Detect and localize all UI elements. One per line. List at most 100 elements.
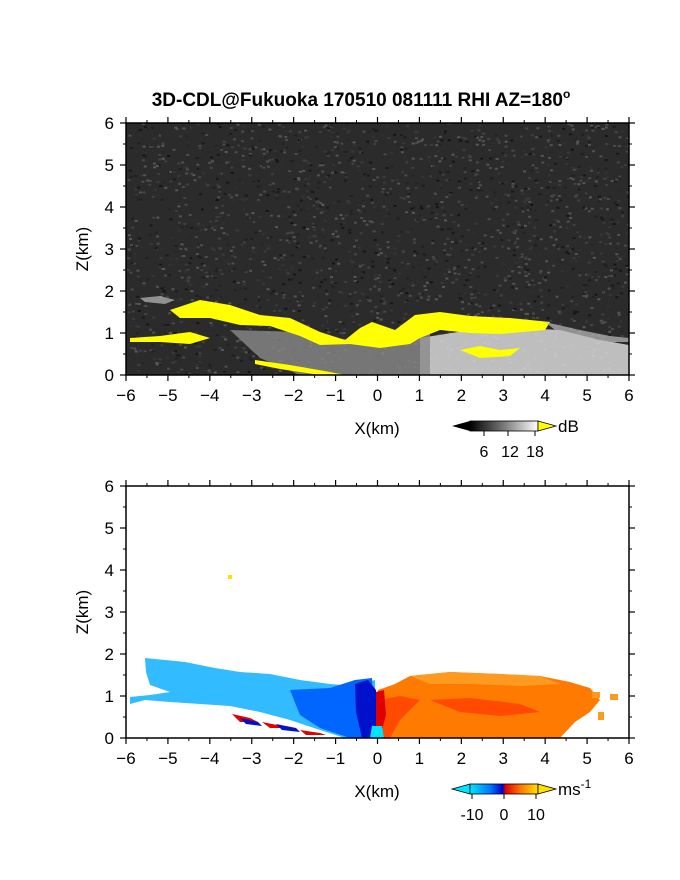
noise-speck: [284, 314, 288, 317]
noise-speck: [242, 165, 246, 168]
noise-speck: [351, 162, 355, 165]
noise-speck: [473, 290, 477, 293]
noise-speck: [233, 256, 237, 259]
noise-speck: [601, 128, 605, 130]
noise-speck: [374, 140, 378, 143]
noise-speck: [467, 229, 470, 231]
noise-speck: [240, 243, 244, 246]
noise-speck: [448, 254, 452, 257]
noise-speck: [501, 160, 505, 163]
noise-speck: [552, 230, 556, 233]
noise-speck: [331, 233, 335, 235]
noise-speck: [300, 197, 304, 200]
noise-speck: [325, 175, 329, 178]
noise-speck: [184, 203, 188, 206]
noise-speck: [394, 216, 398, 218]
noise-speck: [152, 216, 156, 219]
noise-speck: [156, 216, 160, 219]
noise-speck: [319, 202, 323, 205]
noise-speck: [405, 292, 409, 295]
noise-speck: [491, 251, 495, 254]
noise-speck: [348, 229, 352, 232]
noise-speck: [405, 145, 409, 148]
noise-speck: [584, 207, 588, 210]
noise-speck: [153, 166, 157, 169]
noise-speck: [464, 208, 468, 211]
noise-speck: [565, 156, 568, 159]
noise-speck: [421, 245, 425, 248]
noise-speck: [562, 127, 566, 130]
noise-speck: [331, 262, 335, 265]
noise-speck: [501, 152, 505, 155]
noise-speck: [169, 180, 173, 183]
noise-speck: [210, 226, 214, 229]
noise-speck: [589, 166, 592, 169]
noise-speck: [241, 349, 245, 352]
noise-speck: [461, 136, 465, 139]
noise-speck: [318, 233, 322, 236]
noise-speck: [288, 300, 292, 303]
noise-speck: [326, 206, 330, 209]
noise-speck: [159, 257, 163, 260]
noise-speck: [450, 268, 454, 270]
noise-speck: [597, 123, 601, 125]
noise-speck: [233, 138, 237, 141]
noise-speck: [346, 200, 350, 203]
noise-speck: [580, 327, 584, 330]
noise-speck: [613, 263, 617, 266]
noise-speck: [195, 367, 199, 369]
noise-speck: [358, 147, 362, 150]
noise-speck: [134, 350, 138, 353]
noise-speck: [414, 187, 418, 189]
noise-speck: [194, 331, 198, 334]
noise-speck: [221, 222, 225, 225]
noise-speck: [222, 361, 226, 364]
noise-speck: [367, 256, 371, 259]
noise-speck: [536, 237, 540, 240]
noise-speck: [475, 303, 478, 306]
noise-speck: [183, 346, 187, 349]
noise-speck: [460, 203, 464, 206]
noise-speck: [263, 264, 267, 266]
noise-speck: [604, 167, 608, 170]
noise-speck: [496, 229, 500, 232]
noise-speck: [500, 182, 504, 185]
noise-speck: [300, 145, 304, 148]
noise-speck: [298, 299, 302, 302]
noise-speck: [572, 224, 576, 226]
noise-speck: [270, 366, 274, 369]
noise-speck: [288, 130, 292, 133]
noise-speck: [457, 180, 461, 183]
noise-speck: [321, 210, 325, 213]
noise-speck: [535, 181, 539, 184]
noise-speck: [186, 291, 190, 293]
noise-speck: [615, 200, 619, 203]
fringe-echoes: [592, 692, 618, 720]
noise-speck: [277, 258, 280, 261]
x-tick-label: −6: [116, 386, 135, 405]
noise-speck: [419, 140, 423, 143]
noise-speck: [490, 236, 494, 238]
noise-speck: [421, 176, 425, 178]
noise-speck: [534, 179, 538, 182]
noise-speck: [290, 268, 294, 270]
noise-speck: [137, 303, 141, 305]
noise-speck: [330, 239, 334, 242]
noise-speck: [511, 241, 515, 244]
noise-speck: [158, 153, 162, 156]
noise-speck: [225, 161, 229, 164]
noise-speck: [566, 285, 570, 288]
noise-speck: [344, 281, 348, 284]
noise-speck: [605, 123, 609, 126]
colorbar-left-arrow: [452, 421, 470, 431]
noise-speck: [454, 241, 458, 244]
noise-speck: [392, 247, 396, 250]
y-tick-label: 0: [105, 729, 114, 748]
noise-speck: [288, 170, 292, 173]
noise-speck: [187, 276, 191, 279]
noise-speck: [290, 221, 294, 224]
noise-speck: [267, 133, 271, 136]
noise-speck: [610, 274, 614, 277]
noise-speck: [156, 286, 159, 288]
